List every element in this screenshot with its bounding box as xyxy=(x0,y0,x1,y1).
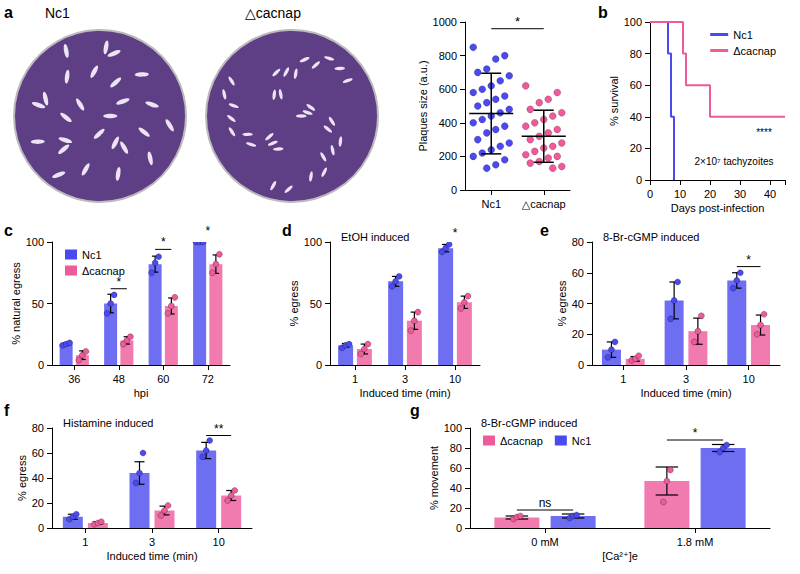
svg-text:1: 1 xyxy=(82,536,88,548)
svg-text:*: * xyxy=(693,426,698,440)
svg-text:*: * xyxy=(746,253,751,267)
svg-text:1.8 mM: 1.8 mM xyxy=(677,536,714,548)
svg-text:hpi: hpi xyxy=(134,387,149,399)
svg-text:Nc1: Nc1 xyxy=(733,29,753,41)
svg-text:800: 800 xyxy=(439,50,457,62)
svg-text:40: 40 xyxy=(32,472,44,484)
svg-text:100: 100 xyxy=(444,422,462,434)
svg-text:1: 1 xyxy=(352,373,358,385)
svg-text:c: c xyxy=(4,222,13,239)
svg-text:0: 0 xyxy=(316,359,322,371)
svg-text:g: g xyxy=(410,402,420,419)
svg-text:△cacnap: △cacnap xyxy=(522,198,566,210)
svg-text:8-Br-cGMP induced: 8-Br-cGMP induced xyxy=(481,417,577,429)
svg-text:*: * xyxy=(161,235,166,249)
svg-text:0: 0 xyxy=(38,522,44,534)
svg-text:Nc1: Nc1 xyxy=(82,249,102,261)
svg-text:****: **** xyxy=(756,127,772,138)
svg-text:% survival: % survival xyxy=(608,76,620,126)
svg-text:80: 80 xyxy=(32,422,44,434)
svg-text:d: d xyxy=(282,222,292,239)
svg-text:1000: 1000 xyxy=(433,16,457,28)
svg-text:% movement: % movement xyxy=(428,446,440,510)
svg-text:60: 60 xyxy=(572,267,584,279)
svg-text:△cacnap: △cacnap xyxy=(245,5,301,21)
svg-text:60: 60 xyxy=(157,373,169,385)
svg-text:2×10⁷ tachyzoites: 2×10⁷ tachyzoites xyxy=(695,156,774,167)
svg-text:50: 50 xyxy=(32,298,44,310)
svg-text:8-Br-cGMP induced: 8-Br-cGMP induced xyxy=(603,231,699,243)
svg-text:*: * xyxy=(453,226,458,240)
svg-text:30: 30 xyxy=(734,188,746,200)
svg-text:72: 72 xyxy=(202,373,214,385)
svg-text:Days post-infection: Days post-infection xyxy=(671,202,765,214)
svg-text:3: 3 xyxy=(149,536,155,548)
svg-text:e: e xyxy=(540,222,549,239)
svg-text:10: 10 xyxy=(674,188,686,200)
svg-text:60: 60 xyxy=(450,462,462,474)
svg-text:Nc1: Nc1 xyxy=(572,435,592,447)
svg-text:Induced time (min): Induced time (min) xyxy=(359,387,450,399)
svg-text:3: 3 xyxy=(683,373,689,385)
svg-text:*: * xyxy=(116,275,121,289)
svg-text:% egress: % egress xyxy=(16,455,28,501)
svg-text:20: 20 xyxy=(572,328,584,340)
svg-text:a: a xyxy=(4,4,13,21)
svg-text:600: 600 xyxy=(439,83,457,95)
svg-text:0: 0 xyxy=(647,188,653,200)
svg-text:80: 80 xyxy=(630,48,642,60)
svg-text:200: 200 xyxy=(439,150,457,162)
svg-text:0: 0 xyxy=(636,174,642,186)
svg-text:Nc1: Nc1 xyxy=(481,198,501,210)
svg-text:20: 20 xyxy=(450,502,462,514)
svg-text:20: 20 xyxy=(32,497,44,509)
svg-text:0: 0 xyxy=(456,522,462,534)
svg-text:3: 3 xyxy=(402,373,408,385)
svg-text:48: 48 xyxy=(113,373,125,385)
svg-text:[Ca²⁺]e: [Ca²⁺]e xyxy=(602,550,638,562)
svg-text:100: 100 xyxy=(304,236,322,248)
svg-text:10: 10 xyxy=(449,373,461,385)
svg-text:40: 40 xyxy=(764,188,776,200)
svg-text:0 mM: 0 mM xyxy=(531,536,559,548)
svg-text:10: 10 xyxy=(743,373,755,385)
svg-text:20: 20 xyxy=(630,142,642,154)
svg-text:f: f xyxy=(4,402,10,419)
svg-text:Induced time (min): Induced time (min) xyxy=(106,550,197,562)
svg-text:80: 80 xyxy=(572,236,584,248)
svg-text:Δcacnap: Δcacnap xyxy=(500,435,543,447)
svg-text:% natural egress: % natural egress xyxy=(10,262,22,345)
svg-text:40: 40 xyxy=(630,111,642,123)
svg-text:Δcacnap: Δcacnap xyxy=(82,264,125,277)
svg-text:Plaques size (a.u.): Plaques size (a.u.) xyxy=(417,60,429,151)
svg-text:60: 60 xyxy=(630,79,642,91)
svg-text:*: * xyxy=(205,224,210,238)
svg-text:40: 40 xyxy=(450,482,462,494)
svg-text:1: 1 xyxy=(620,373,626,385)
svg-text:**: ** xyxy=(214,422,224,436)
svg-text:60: 60 xyxy=(32,447,44,459)
svg-text:EtOH induced: EtOH induced xyxy=(341,231,409,243)
svg-text:*: * xyxy=(515,14,520,29)
svg-text:400: 400 xyxy=(439,117,457,129)
svg-text:% egress: % egress xyxy=(556,280,568,326)
svg-text:b: b xyxy=(598,4,608,21)
svg-text:ns: ns xyxy=(539,496,552,510)
svg-text:20: 20 xyxy=(704,188,716,200)
svg-text:% egress: % egress xyxy=(288,280,300,326)
svg-text:50: 50 xyxy=(310,298,322,310)
svg-text:100: 100 xyxy=(26,236,44,248)
svg-text:Nc1: Nc1 xyxy=(45,5,70,21)
svg-text:Δcacnap: Δcacnap xyxy=(733,45,776,57)
svg-text:0: 0 xyxy=(578,359,584,371)
svg-text:80: 80 xyxy=(450,442,462,454)
svg-text:Histamine induced: Histamine induced xyxy=(63,417,154,429)
svg-text:36: 36 xyxy=(68,373,80,385)
svg-text:40: 40 xyxy=(572,298,584,310)
svg-text:100: 100 xyxy=(624,16,642,28)
svg-text:0: 0 xyxy=(38,359,44,371)
svg-text:Induced time (min): Induced time (min) xyxy=(640,387,731,399)
svg-text:0: 0 xyxy=(451,184,457,196)
svg-text:10: 10 xyxy=(213,536,225,548)
